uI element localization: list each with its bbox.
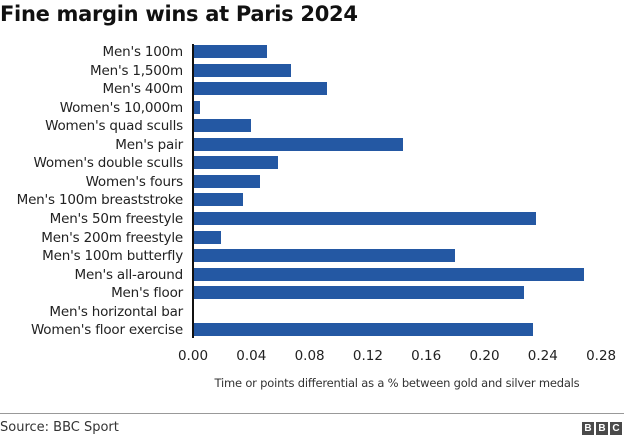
category-label: Men's 100m breaststroke bbox=[16, 192, 184, 209]
chart-row: Men's 100m butterfly bbox=[0, 247, 624, 265]
category-label: Men's 100m bbox=[102, 44, 184, 60]
bbc-logo: B B C bbox=[582, 422, 622, 435]
bar bbox=[193, 286, 524, 300]
bar bbox=[193, 230, 221, 244]
chart-row: Men's 100m bbox=[0, 43, 624, 61]
chart-row: Women's 10,000m bbox=[0, 99, 624, 117]
y-axis-line bbox=[192, 44, 194, 338]
x-tick-label: 0.24 bbox=[527, 348, 558, 364]
bar bbox=[193, 45, 268, 58]
chart-title: Fine margin wins at Paris 2024 bbox=[0, 2, 358, 26]
category-label: Men's 400m bbox=[102, 81, 184, 98]
x-tick-label: 0.08 bbox=[294, 348, 325, 364]
x-axis-ticks: 0.00 0.04 0.08 0.12 0.16 0.20 0.24 0.28 bbox=[0, 348, 624, 366]
x-tick-label: 0.00 bbox=[177, 348, 209, 364]
category-label: Men's floor bbox=[111, 285, 183, 302]
footer-divider bbox=[0, 413, 624, 414]
category-label: Men's 100m butterfly bbox=[42, 248, 183, 265]
chart-row: Women's quad sculls bbox=[0, 117, 624, 135]
chart-row: Men's 1,500m bbox=[0, 62, 624, 80]
chart-row: Men's 200m freestyle bbox=[0, 229, 624, 247]
category-label: Men's 1,500m bbox=[90, 62, 183, 79]
chart-row: Men's 100m breaststroke bbox=[0, 191, 624, 209]
chart-row: Men's 50m freestyle bbox=[0, 210, 624, 228]
bbc-logo-block: C bbox=[610, 422, 622, 435]
bar bbox=[193, 137, 403, 151]
bbc-logo-block: B bbox=[582, 422, 594, 435]
x-tick-label: 0.28 bbox=[586, 348, 617, 364]
bar bbox=[193, 249, 456, 263]
bar bbox=[193, 267, 584, 281]
bar bbox=[193, 63, 291, 77]
chart-row: Women's fours bbox=[0, 173, 624, 191]
chart-row: Men's floor bbox=[0, 284, 624, 302]
bar bbox=[193, 82, 328, 96]
x-tick-label: 0.20 bbox=[469, 348, 500, 364]
category-label: Men's 50m freestyle bbox=[49, 210, 184, 227]
category-label: Women's floor exercise bbox=[30, 322, 183, 339]
category-label: Women's quad sculls bbox=[45, 118, 183, 135]
chart-row: Men's all-around bbox=[0, 266, 624, 284]
bar bbox=[193, 211, 536, 225]
chart-row: Men's 400m bbox=[0, 80, 624, 98]
category-label: Men's pair bbox=[115, 136, 183, 153]
chart-row: Men's horizontal bar bbox=[0, 303, 624, 321]
bar bbox=[193, 193, 243, 207]
x-tick-label: 0.12 bbox=[352, 348, 383, 364]
bar bbox=[193, 100, 201, 114]
bar bbox=[193, 119, 252, 133]
source-note: Source: BBC Sport bbox=[0, 420, 119, 435]
x-tick-label: 0.16 bbox=[411, 348, 442, 364]
bar-chart: Men's 100m Men's 1,500m Men's 400m Women's … bbox=[0, 44, 624, 344]
chart-row: Women's double sculls bbox=[0, 154, 624, 172]
category-label: Men's horizontal bar bbox=[49, 303, 183, 320]
category-label: Men's 200m freestyle bbox=[41, 229, 183, 246]
bar bbox=[193, 156, 278, 170]
x-axis-label: Time or points differential as a % betwe… bbox=[214, 376, 580, 390]
bar bbox=[193, 323, 533, 337]
chart-row: Women's floor exercise bbox=[0, 321, 624, 339]
category-label: Women's 10,000m bbox=[59, 99, 183, 116]
bar bbox=[193, 174, 261, 188]
bbc-logo-block: B bbox=[596, 422, 608, 435]
category-label: Women's double sculls bbox=[33, 155, 183, 172]
chart-row: Men's pair bbox=[0, 136, 624, 154]
category-label: Women's fours bbox=[85, 173, 184, 190]
x-tick-label: 0.04 bbox=[236, 348, 267, 364]
category-label: Men's all-around bbox=[74, 266, 184, 283]
